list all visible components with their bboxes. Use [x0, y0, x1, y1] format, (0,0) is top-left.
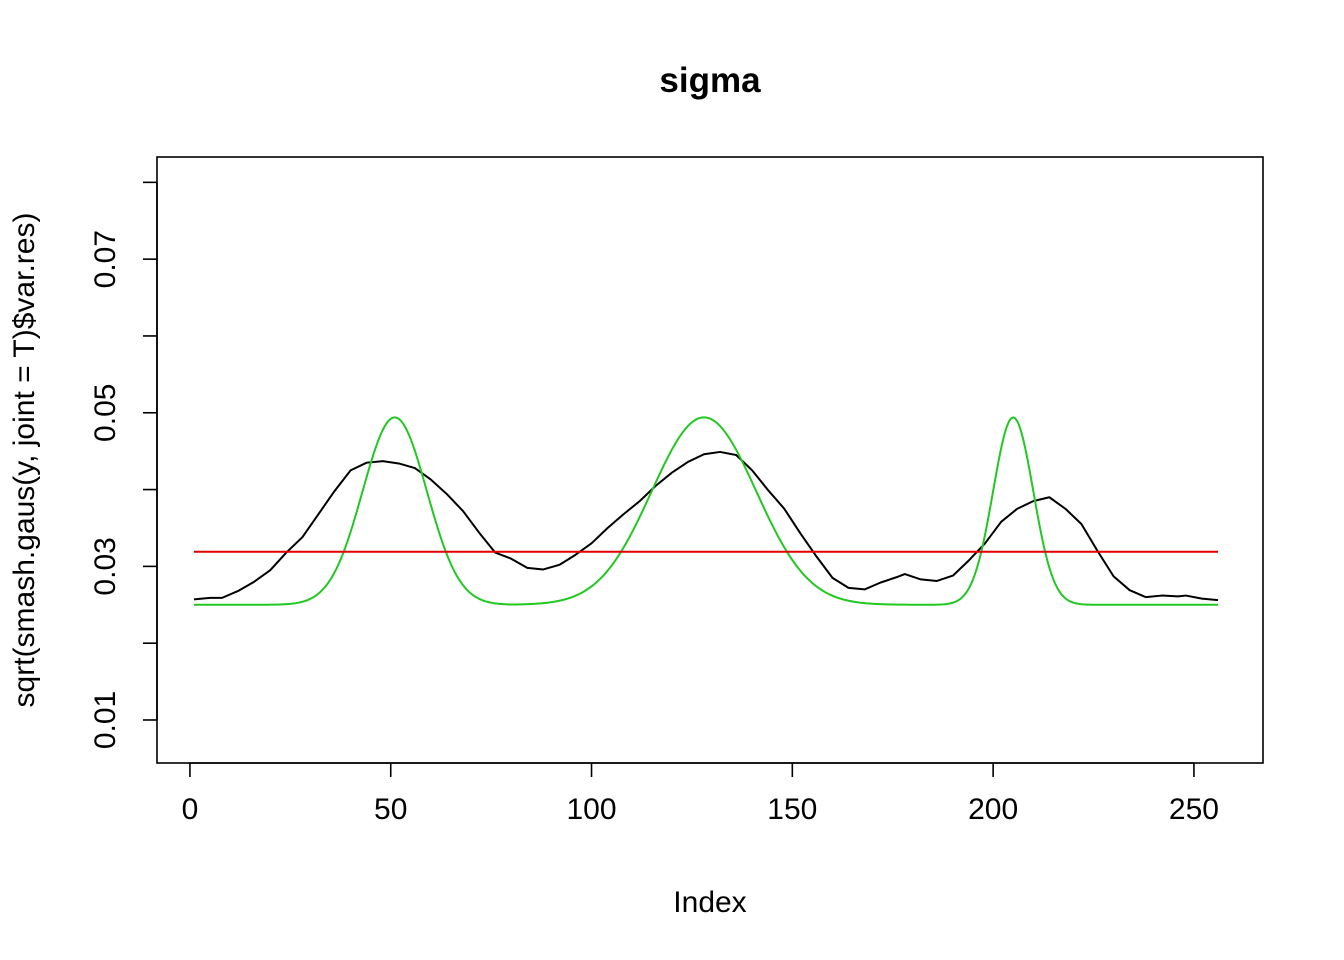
x-tick-label: 200: [968, 793, 1018, 826]
y-tick-label: 0.01: [89, 691, 122, 749]
x-tick-label: 150: [767, 793, 817, 826]
y-axis: 0.01 0.03 0.05 0.07: [89, 181, 158, 749]
x-tick-label: 50: [374, 793, 407, 826]
chart-title: sigma: [659, 61, 761, 100]
x-axis-label: Index: [673, 886, 746, 919]
y-tick-label: 0.07: [89, 230, 122, 288]
x-axis: 0 50 100 150 200 250: [182, 762, 1219, 826]
series-layer: [193, 416, 1219, 606]
plot-area-frame: [156, 156, 1264, 764]
y-tick-label: 0.03: [89, 537, 122, 595]
x-tick-label: 250: [1169, 793, 1219, 826]
x-tick-label: 100: [566, 793, 616, 826]
series-line-1: [193, 450, 1219, 602]
x-tick-label: 0: [182, 793, 199, 826]
y-tick-label: 0.05: [89, 384, 122, 442]
y-axis-label: sqrt(smash.gaus(y, joint = T)$var.res): [8, 213, 41, 708]
series-line-2: [193, 416, 1219, 606]
